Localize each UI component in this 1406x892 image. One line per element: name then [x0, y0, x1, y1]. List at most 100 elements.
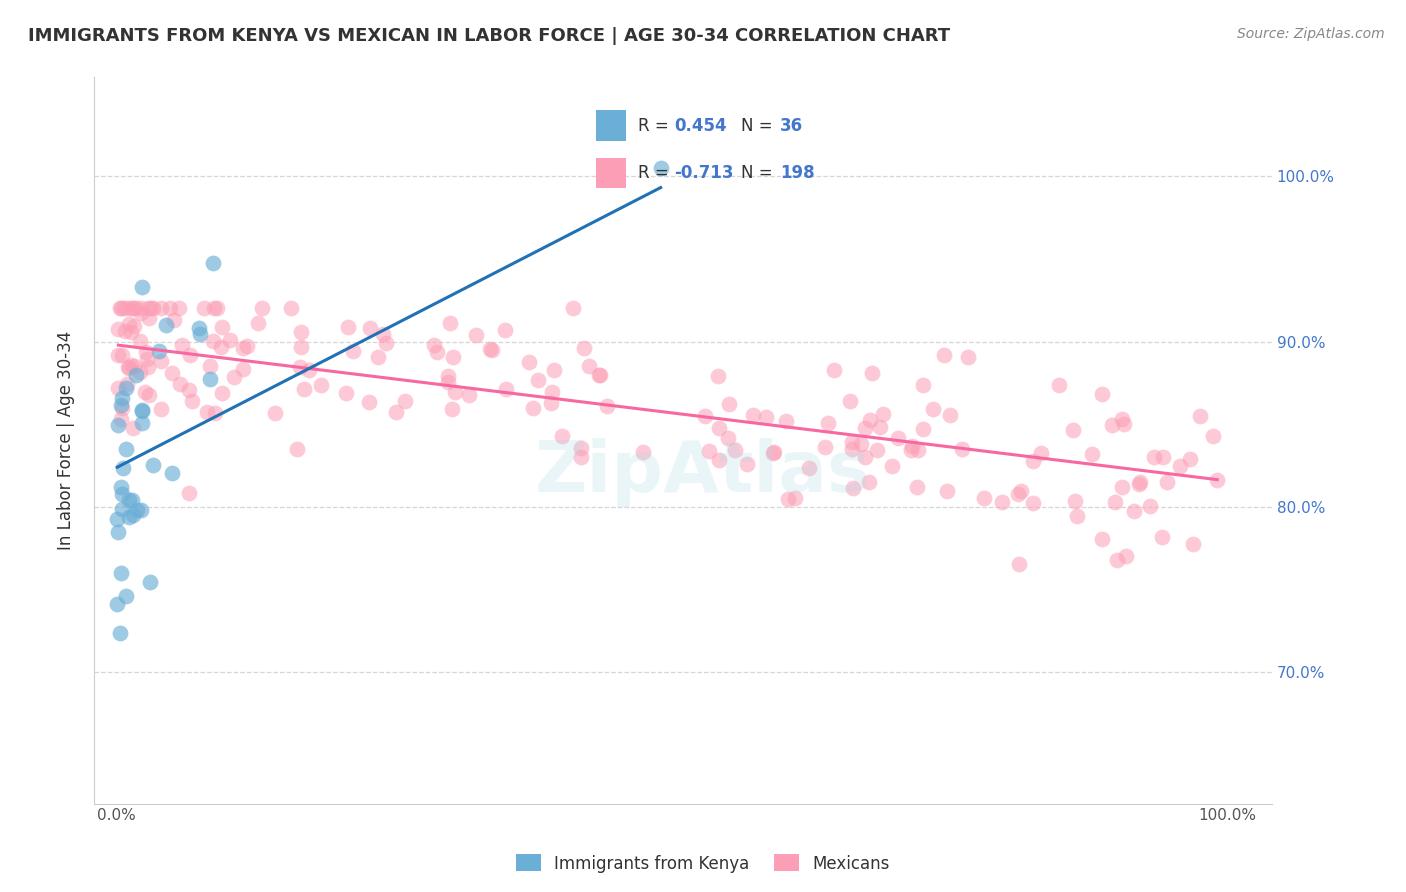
Point [179, 348, 201, 362]
Point [359, 394, 381, 409]
Point [650, 161, 672, 176]
Point [129, 503, 152, 517]
Point [589, 368, 612, 382]
Point [125, 503, 148, 517]
Point [426, 344, 449, 359]
Text: 36: 36 [780, 117, 803, 135]
Point [131, 404, 153, 418]
Point [1064, 494, 1087, 508]
Point [762, 446, 785, 460]
Point [522, 401, 544, 416]
Point [280, 301, 302, 316]
Point [1139, 500, 1161, 514]
Point [952, 442, 974, 457]
Point [1047, 378, 1070, 392]
Point [839, 394, 862, 409]
Point [129, 334, 152, 348]
Point [1010, 483, 1032, 498]
Point [465, 327, 488, 342]
Point [125, 368, 148, 383]
Point [111, 391, 134, 405]
Point [232, 341, 254, 355]
Point [572, 341, 595, 355]
Point [991, 495, 1014, 509]
Point [105, 597, 128, 611]
Point [872, 407, 894, 421]
Y-axis label: In Labor Force | Age 30-34: In Labor Force | Age 30-34 [58, 331, 75, 550]
Point [1152, 450, 1174, 464]
Point [107, 348, 129, 362]
Point [136, 360, 159, 375]
Point [139, 301, 162, 316]
Point [129, 301, 152, 316]
Point [1115, 549, 1137, 563]
Point [202, 256, 225, 270]
Point [441, 350, 464, 364]
Legend: Immigrants from Kenya, Mexicans: Immigrants from Kenya, Mexicans [509, 847, 897, 880]
Point [117, 376, 139, 391]
Point [163, 313, 186, 327]
Point [180, 394, 202, 409]
Point [150, 402, 173, 417]
Point [912, 377, 935, 392]
Point [124, 359, 146, 373]
Text: -0.713: -0.713 [675, 164, 734, 182]
Text: N =: N = [741, 117, 778, 135]
Point [359, 321, 381, 335]
Text: 198: 198 [780, 164, 814, 182]
Point [776, 491, 799, 506]
Point [1112, 417, 1135, 432]
Point [110, 412, 132, 426]
Point [799, 461, 821, 475]
Point [1107, 553, 1129, 567]
Point [150, 354, 173, 368]
Point [973, 491, 995, 506]
Point [1156, 475, 1178, 490]
Point [148, 343, 170, 358]
Point [111, 487, 134, 501]
Point [1128, 476, 1150, 491]
Point [922, 402, 945, 417]
Point [142, 458, 165, 472]
Point [735, 457, 758, 471]
Point [177, 485, 200, 500]
Point [478, 343, 501, 357]
Point [578, 359, 600, 373]
Point [841, 435, 863, 450]
Point [817, 417, 839, 431]
Point [290, 326, 312, 340]
Point [235, 339, 257, 353]
Point [900, 442, 922, 457]
Point [298, 363, 321, 377]
Point [131, 280, 153, 294]
Point [129, 305, 152, 319]
Point [263, 406, 285, 420]
Point [561, 301, 583, 316]
Point [167, 301, 190, 316]
Point [1206, 473, 1229, 487]
Point [309, 378, 332, 392]
Point [114, 324, 136, 338]
Point [540, 385, 562, 400]
Point [169, 377, 191, 392]
Point [128, 365, 150, 379]
Point [853, 450, 876, 464]
Point [159, 301, 181, 316]
Point [1202, 429, 1225, 443]
Point [107, 524, 129, 539]
Point [441, 402, 464, 417]
Point [495, 382, 517, 396]
Point [1029, 446, 1052, 460]
Point [384, 405, 406, 419]
Point [494, 322, 516, 336]
Point [866, 443, 889, 458]
Point [1188, 409, 1211, 423]
Point [631, 444, 654, 458]
Point [1180, 451, 1202, 466]
Point [724, 442, 747, 457]
Point [853, 421, 876, 435]
Point [211, 319, 233, 334]
Point [122, 508, 145, 522]
Point [187, 320, 209, 334]
Point [439, 316, 461, 330]
